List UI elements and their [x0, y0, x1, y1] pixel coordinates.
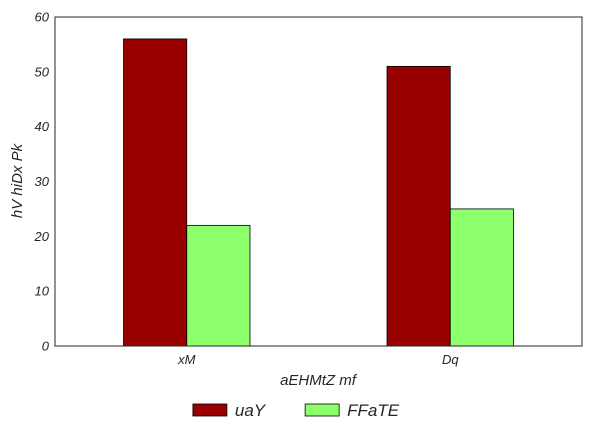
- bar-uaY-Dq: [386, 65, 451, 347]
- legend-swatch-uaY: [192, 403, 228, 417]
- bars-group: [123, 38, 514, 347]
- legend-label-FFaTE: FFaTE: [347, 401, 400, 420]
- y-tick-label: 30: [35, 174, 50, 189]
- x-tick-label: Dq: [442, 352, 459, 367]
- x-axis-label: aEHMtZ mf: [280, 372, 358, 389]
- y-axis-label: hV hiDx Pk: [9, 142, 26, 218]
- bar-uaY-xM: [123, 38, 188, 347]
- legend-swatch-FFaTE: [304, 403, 340, 417]
- y-axis-ticks: 0 10 20 30 40 50 60: [34, 10, 50, 354]
- y-tick-label: 0: [42, 339, 50, 354]
- plot-frame: [54, 16, 583, 347]
- y-tick-label: 20: [34, 229, 50, 244]
- y-tick-label: 10: [35, 284, 50, 299]
- bar-FFaTE-xM: [186, 224, 251, 347]
- legend-label-uaY: uaY: [235, 401, 267, 420]
- x-tick-label: xM: [177, 352, 196, 367]
- x-axis-ticks: xM Dq: [177, 352, 459, 367]
- y-tick-label: 60: [35, 10, 50, 25]
- y-tick-label: 50: [35, 64, 50, 79]
- bar-FFaTE-Dq: [449, 208, 514, 347]
- legend: uaY FFaTE: [192, 401, 400, 420]
- y-tick-label: 40: [35, 119, 50, 134]
